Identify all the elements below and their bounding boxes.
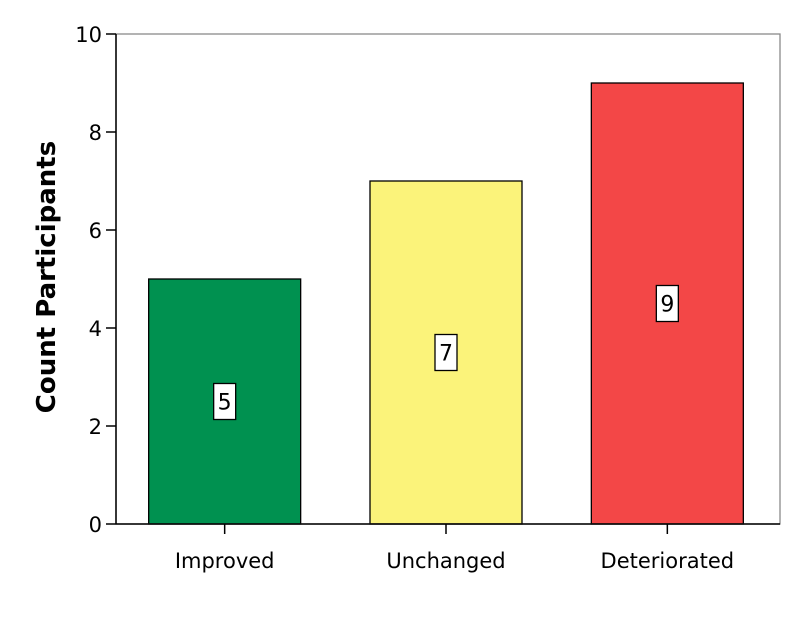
x-tick-label: Improved (175, 549, 275, 573)
y-tick-label: 2 (89, 415, 102, 439)
data-label-box (213, 382, 237, 421)
data-label-value: 9 (660, 293, 674, 318)
data-label-box (434, 333, 458, 372)
y-axis-title: Count Participants (32, 141, 62, 413)
data-label-value: 5 (218, 391, 232, 416)
data-label-value: 7 (439, 342, 453, 367)
y-axis: 0 2 4 6 8 10 (75, 23, 117, 537)
y-tick-label: 4 (89, 317, 102, 341)
y-tick-label: 0 (89, 513, 102, 537)
bars-layer (148, 82, 744, 525)
x-tick-label: Deteriorated (601, 549, 735, 573)
data-label: 5 (213, 382, 237, 421)
data-label: 7 (434, 333, 458, 372)
y-tick-label: 6 (89, 219, 102, 243)
data-label: 9 (655, 284, 679, 323)
data-label-box (655, 284, 679, 323)
x-tick-label: Unchanged (386, 549, 505, 573)
x-axis: Improved Unchanged Deteriorated (116, 523, 780, 573)
data-labels: 5 7 9 (213, 284, 679, 421)
y-tick-label: 10 (75, 23, 102, 47)
y-tick-label: 8 (89, 121, 102, 145)
